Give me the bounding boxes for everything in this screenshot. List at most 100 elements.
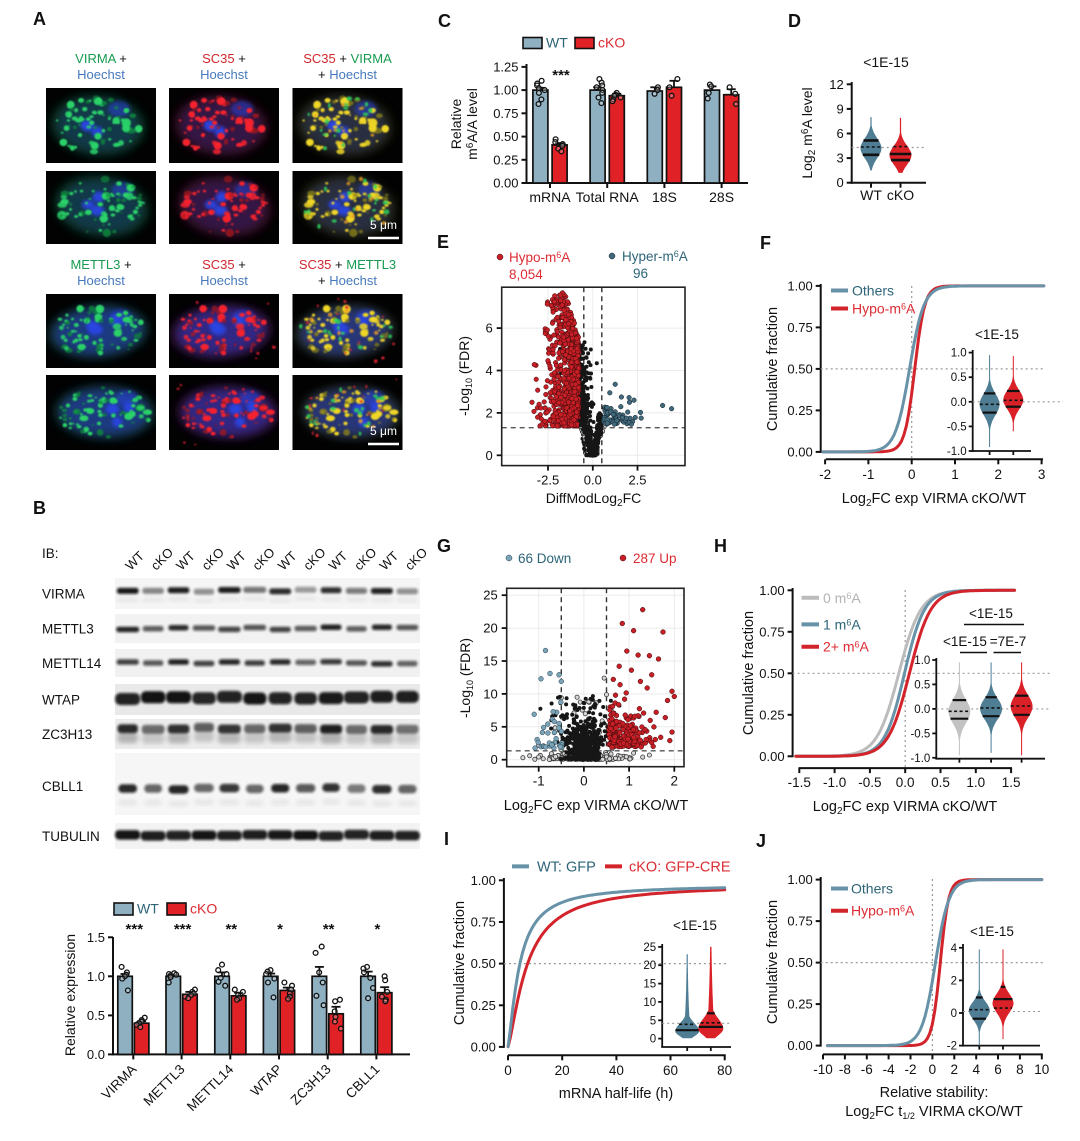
svg-text:8,054: 8,054: [509, 267, 543, 282]
svg-text:cKO: cKO: [190, 901, 217, 917]
svg-text:C: C: [438, 11, 451, 31]
svg-text:VIRMA: VIRMA: [42, 587, 85, 602]
svg-text:0.50: 0.50: [787, 361, 812, 376]
svg-text:SC35 + METTL3: SC35 + METTL3: [299, 257, 396, 272]
svg-text:Hyper-m6​A: Hyper-m6​A: [622, 249, 688, 264]
svg-text:SC35 +: SC35 +: [202, 51, 246, 66]
svg-text:20: 20: [483, 621, 497, 636]
svg-text:WT: WT: [137, 901, 159, 917]
svg-text:1.0: 1.0: [87, 969, 105, 984]
svg-text:***: ***: [174, 921, 192, 938]
svg-text:Total RNA: Total RNA: [576, 189, 640, 205]
svg-text:1.5: 1.5: [87, 930, 105, 945]
svg-text:+ Hoechst: + Hoechst: [318, 273, 377, 288]
svg-text:Hoechst: Hoechst: [200, 273, 248, 288]
svg-text:0.0: 0.0: [87, 1047, 105, 1062]
svg-text:66 Down: 66 Down: [518, 551, 571, 566]
svg-text:12: 12: [829, 77, 843, 92]
svg-text:mRNA: mRNA: [529, 189, 571, 205]
svg-text:-1.0: -1.0: [947, 446, 967, 458]
svg-text:ZC3H13: ZC3H13: [42, 727, 92, 742]
svg-text:METTL14: METTL14: [42, 656, 102, 671]
svg-text:Hypo-m6​A: Hypo-m6​A: [852, 301, 916, 317]
svg-text:SC35 +: SC35 +: [202, 257, 246, 272]
svg-text:+ Hoechst: + Hoechst: [318, 67, 377, 82]
svg-text:9: 9: [836, 101, 843, 116]
svg-text:2: 2: [995, 467, 1003, 482]
svg-text:0: 0: [485, 448, 492, 463]
svg-text:Others: Others: [852, 283, 894, 299]
svg-text:0.25: 0.25: [787, 403, 812, 418]
svg-text:METTL3: METTL3: [42, 622, 94, 637]
svg-text:0.25: 0.25: [493, 152, 518, 167]
svg-text:WT: WT: [546, 35, 568, 51]
svg-text:4: 4: [485, 363, 492, 378]
svg-text:J: J: [756, 831, 766, 851]
svg-text:Relative: Relative: [448, 99, 464, 150]
svg-text:0.0: 0.0: [584, 473, 602, 488]
svg-text:0.50: 0.50: [493, 129, 518, 144]
svg-text:CBLL1: CBLL1: [42, 779, 83, 794]
svg-text:1.0: 1.0: [951, 348, 967, 360]
svg-text:3: 3: [1038, 467, 1046, 482]
svg-text:Hypo-m6​A: Hypo-m6​A: [509, 250, 570, 265]
svg-text:TUBULIN: TUBULIN: [42, 829, 100, 844]
svg-text:0.75: 0.75: [493, 106, 518, 121]
svg-text:-0.5: -0.5: [947, 421, 967, 433]
svg-text:287 Up: 287 Up: [633, 551, 677, 566]
svg-text:1.25: 1.25: [493, 59, 518, 74]
svg-text:Relative expression: Relative expression: [62, 934, 78, 1056]
svg-text:0: 0: [490, 752, 497, 767]
svg-text:96: 96: [633, 266, 648, 281]
svg-text:1.00: 1.00: [493, 83, 518, 98]
svg-text:2.5: 2.5: [628, 473, 646, 488]
svg-text:*: *: [277, 921, 283, 938]
svg-text:G: G: [437, 536, 451, 556]
svg-text:3: 3: [836, 151, 843, 166]
svg-text:D: D: [788, 11, 801, 31]
svg-text:*: *: [374, 921, 380, 938]
svg-text:METTL3 +: METTL3 +: [70, 257, 131, 272]
svg-text:IB:: IB:: [42, 546, 59, 561]
svg-text:0.75: 0.75: [787, 320, 812, 335]
svg-text:6: 6: [836, 126, 843, 141]
svg-text:-2: -2: [819, 467, 831, 482]
svg-text:***: ***: [126, 921, 144, 938]
svg-text:E: E: [437, 232, 449, 252]
svg-text:0.5: 0.5: [87, 1008, 105, 1023]
svg-text:<1E-15: <1E-15: [863, 54, 909, 70]
svg-text:**: **: [225, 921, 237, 938]
svg-text:H: H: [714, 536, 727, 556]
svg-text:1.00: 1.00: [787, 278, 812, 293]
svg-text:-2.5: -2.5: [537, 473, 559, 488]
svg-text:WT: WT: [860, 187, 882, 203]
svg-text:Hoechst: Hoechst: [77, 67, 125, 82]
svg-text:0: 0: [836, 175, 843, 190]
svg-text:B: B: [33, 498, 46, 518]
svg-text:2: 2: [485, 405, 492, 420]
svg-text:-1: -1: [862, 467, 874, 482]
svg-text:***: ***: [552, 67, 570, 84]
svg-text:0: 0: [908, 467, 916, 482]
svg-text:15: 15: [483, 654, 497, 669]
svg-text:VIRMA +: VIRMA +: [75, 51, 127, 66]
svg-text:6: 6: [485, 321, 492, 336]
svg-text:**: **: [323, 921, 335, 938]
svg-text:0.00: 0.00: [493, 176, 518, 191]
svg-text:cKO: cKO: [598, 35, 625, 51]
svg-text:0.00: 0.00: [787, 444, 812, 459]
svg-text:m6​A/A level: m6​A/A level: [464, 88, 480, 160]
svg-text:-Log10​ (FDR): -Log10​ (FDR): [456, 336, 474, 416]
svg-text:A: A: [33, 9, 46, 29]
svg-text:25: 25: [483, 588, 497, 603]
svg-text:WTAP: WTAP: [42, 693, 80, 708]
svg-text:5 μm: 5 μm: [370, 218, 397, 232]
svg-text:Hoechst: Hoechst: [77, 273, 125, 288]
svg-text:0.0: 0.0: [951, 397, 967, 409]
svg-text:I: I: [444, 829, 449, 849]
svg-text:Hoechst: Hoechst: [200, 67, 248, 82]
svg-text:28S: 28S: [709, 189, 734, 205]
svg-text:5 μm: 5 μm: [370, 424, 397, 438]
svg-text:Cumulative fraction: Cumulative fraction: [765, 307, 781, 431]
svg-text:F: F: [760, 233, 771, 253]
